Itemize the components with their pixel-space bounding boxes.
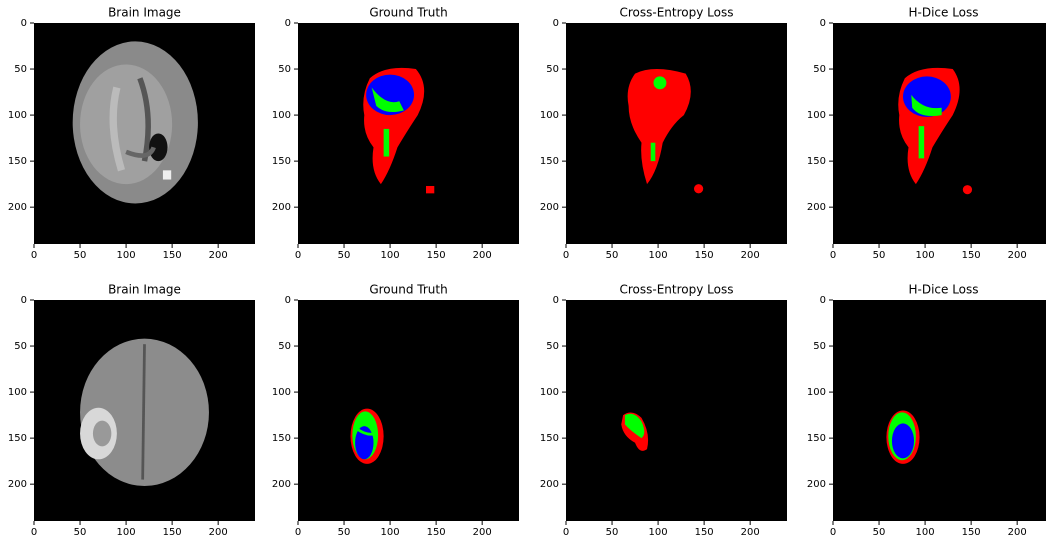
x-tick-label: 150 <box>427 250 446 261</box>
y-tick-label: 50 <box>14 64 27 75</box>
y-tick-label: 0 <box>820 295 826 306</box>
image-panel <box>34 23 255 244</box>
x-tick-label: 200 <box>1008 527 1027 538</box>
y-tick-label: 50 <box>546 341 559 352</box>
x-tick-label: 100 <box>649 527 668 538</box>
y-tick-label: 50 <box>278 64 291 75</box>
y-tick-label: 150 <box>807 156 826 167</box>
x-tick-label: 0 <box>31 527 37 538</box>
panel-title: Ground Truth <box>369 283 447 297</box>
y-tick-label: 100 <box>540 387 559 398</box>
x-tick-label: 50 <box>74 527 87 538</box>
x-tick-label: 0 <box>563 250 569 261</box>
panel-title: Cross-Entropy Loss <box>620 6 734 20</box>
panel-title: H-Dice Loss <box>908 6 978 20</box>
y-tick-label: 100 <box>540 110 559 121</box>
x-tick-label: 200 <box>1008 250 1027 261</box>
x-tick-label: 50 <box>338 250 351 261</box>
x-tick-label: 150 <box>427 527 446 538</box>
image-panel <box>34 300 255 521</box>
x-tick-label: 0 <box>31 250 37 261</box>
y-tick-label: 0 <box>285 18 291 29</box>
y-tick-label: 200 <box>807 202 826 213</box>
y-tick-label: 200 <box>807 479 826 490</box>
x-tick-label: 200 <box>473 250 492 261</box>
y-tick-label: 50 <box>278 341 291 352</box>
y-tick-label: 0 <box>553 295 559 306</box>
image-panel <box>298 300 519 521</box>
image-panel <box>833 300 1046 521</box>
y-tick-label: 100 <box>807 387 826 398</box>
y-tick-label: 50 <box>813 64 826 75</box>
panel-title: Brain Image <box>108 6 181 20</box>
x-tick-label: 0 <box>830 250 836 261</box>
y-tick-label: 200 <box>540 202 559 213</box>
x-tick-label: 200 <box>741 527 760 538</box>
y-tick-label: 200 <box>8 479 27 490</box>
y-tick-label: 150 <box>540 156 559 167</box>
x-tick-label: 150 <box>163 250 182 261</box>
y-tick-label: 200 <box>272 479 291 490</box>
x-tick-label: 200 <box>741 250 760 261</box>
panel-title: H-Dice Loss <box>908 283 978 297</box>
x-tick-label: 150 <box>695 527 714 538</box>
y-tick-label: 200 <box>272 202 291 213</box>
x-tick-label: 0 <box>830 527 836 538</box>
y-tick-label: 150 <box>540 433 559 444</box>
y-tick-label: 200 <box>8 202 27 213</box>
x-tick-label: 200 <box>473 527 492 538</box>
y-tick-label: 150 <box>8 156 27 167</box>
x-tick-label: 50 <box>606 250 619 261</box>
y-tick-label: 200 <box>540 479 559 490</box>
panel-title: Brain Image <box>108 283 181 297</box>
image-panel <box>566 23 787 244</box>
y-tick-label: 100 <box>8 387 27 398</box>
x-tick-label: 200 <box>209 527 228 538</box>
x-tick-label: 100 <box>649 250 668 261</box>
x-tick-label: 100 <box>916 527 935 538</box>
x-tick-label: 100 <box>381 250 400 261</box>
y-tick-label: 0 <box>285 295 291 306</box>
x-tick-label: 50 <box>338 527 351 538</box>
x-tick-label: 0 <box>563 527 569 538</box>
panel-title: Ground Truth <box>369 6 447 20</box>
y-tick-label: 50 <box>813 341 826 352</box>
x-tick-label: 50 <box>873 527 886 538</box>
x-tick-label: 50 <box>74 250 87 261</box>
y-tick-label: 0 <box>21 295 27 306</box>
x-tick-label: 100 <box>916 250 935 261</box>
y-tick-label: 150 <box>807 433 826 444</box>
image-panel <box>566 300 787 521</box>
x-tick-label: 150 <box>695 250 714 261</box>
y-tick-label: 100 <box>807 110 826 121</box>
y-tick-label: 150 <box>272 433 291 444</box>
y-tick-label: 0 <box>21 18 27 29</box>
y-tick-label: 150 <box>8 433 27 444</box>
panel-title: Cross-Entropy Loss <box>620 283 734 297</box>
x-tick-label: 150 <box>962 250 981 261</box>
x-tick-label: 0 <box>295 527 301 538</box>
y-tick-label: 100 <box>8 110 27 121</box>
x-tick-label: 50 <box>873 250 886 261</box>
image-panel <box>298 23 519 244</box>
x-tick-label: 150 <box>962 527 981 538</box>
x-tick-label: 100 <box>117 250 136 261</box>
y-tick-label: 0 <box>820 18 826 29</box>
y-tick-label: 100 <box>272 110 291 121</box>
x-tick-label: 50 <box>606 527 619 538</box>
x-tick-label: 100 <box>381 527 400 538</box>
x-tick-label: 100 <box>117 527 136 538</box>
y-tick-label: 0 <box>553 18 559 29</box>
y-tick-label: 50 <box>546 64 559 75</box>
y-tick-label: 100 <box>272 387 291 398</box>
y-tick-label: 50 <box>14 341 27 352</box>
y-tick-label: 150 <box>272 156 291 167</box>
x-tick-label: 150 <box>163 527 182 538</box>
image-panel <box>833 23 1046 244</box>
x-tick-label: 200 <box>209 250 228 261</box>
x-tick-label: 0 <box>295 250 301 261</box>
